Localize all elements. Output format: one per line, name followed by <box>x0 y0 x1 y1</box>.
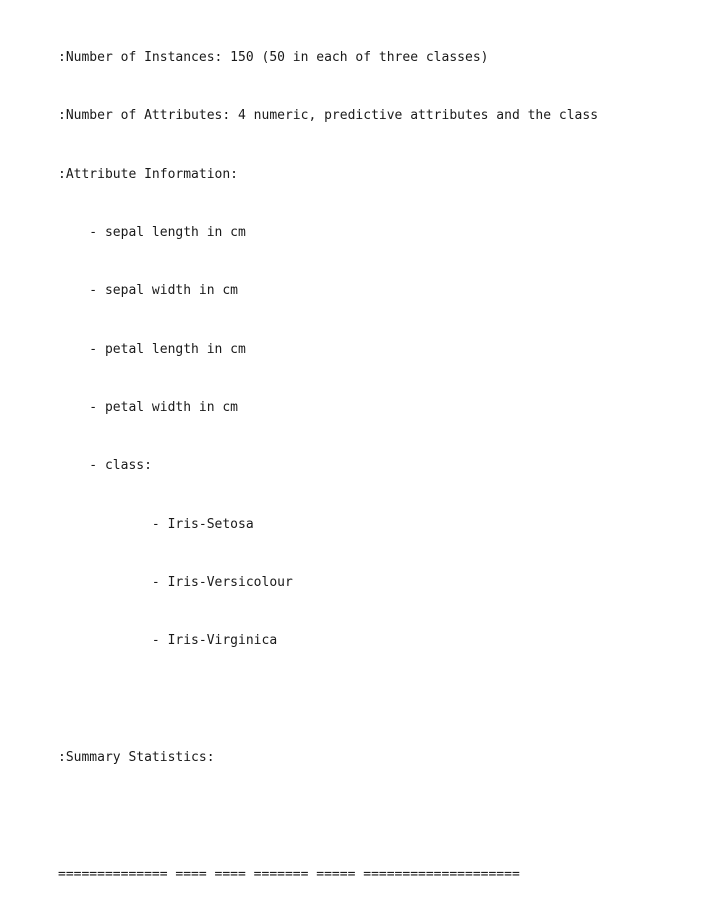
instances-line: :Number of Instances: 150 (50 in each of… <box>58 49 489 65</box>
blank-line <box>58 690 598 709</box>
attribute-info-header: :Attribute Information: <box>58 166 239 182</box>
class-item: - Iris-Versicolour <box>58 575 293 590</box>
attribute-item: - class: <box>58 458 152 474</box>
class-item: - Iris-Virginica <box>58 633 278 649</box>
table-top-rule: ============== ==== ==== ======= ===== =… <box>58 866 520 882</box>
attributes-count-line: :Number of Attributes: 4 numeric, predic… <box>58 108 599 124</box>
attribute-item: - sepal width in cm <box>58 283 239 299</box>
attribute-item: - petal length in cm <box>58 341 246 357</box>
class-item: - Iris-Setosa <box>58 516 254 532</box>
attribute-item: - sepal length in cm <box>58 224 246 240</box>
summary-statistics-header: :Summary Statistics: <box>58 750 215 766</box>
dataset-description: :Number of Instances: 150 (50 in each of… <box>58 9 598 914</box>
attribute-item: - petal width in cm <box>58 399 239 415</box>
blank-line <box>58 806 598 825</box>
